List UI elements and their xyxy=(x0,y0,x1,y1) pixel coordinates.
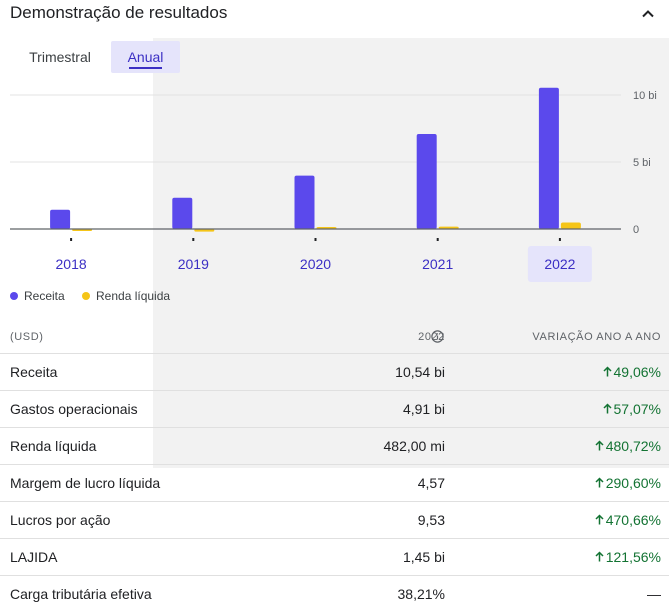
revenue-chart: 0 5 bi 10 bi 2018 2019 2020 2021 2022 xyxy=(10,87,657,282)
table-row: Carga tributária efetiva 38,21% — xyxy=(0,575,669,603)
tab-anual-label: Anual xyxy=(127,49,164,65)
table-row: Gastos operacionais 4,91 bi 57,07% xyxy=(0,390,669,427)
receita-bar[interactable] xyxy=(172,197,193,229)
row-label: Carga tributária efetiva xyxy=(10,586,152,602)
x-tick-label[interactable]: 2018 xyxy=(56,256,87,272)
row-change: 57,07% xyxy=(602,401,661,417)
arrow-up-icon xyxy=(595,549,604,565)
chevron-up-icon[interactable] xyxy=(639,5,657,23)
arrow-up-icon xyxy=(602,401,612,417)
renda-liquida-bar[interactable] xyxy=(194,229,215,232)
x-tick-mark xyxy=(558,238,561,241)
row-value: 4,57 xyxy=(417,475,445,491)
selected-year-highlight xyxy=(527,246,592,282)
row-change: 121,56% xyxy=(595,549,661,565)
receita-bar[interactable] xyxy=(294,175,315,229)
receita-bar[interactable] xyxy=(50,209,71,229)
x-tick-mark xyxy=(192,238,195,241)
row-value: 10,54 bi xyxy=(395,364,445,380)
y-tick-label: 0 xyxy=(633,224,639,236)
x-tick-label[interactable]: 2021 xyxy=(422,256,453,272)
receita-bar[interactable] xyxy=(416,133,437,229)
row-change-text: 49,06% xyxy=(613,364,661,380)
table-row: Renda líquida 482,00 mi 480,72% xyxy=(0,427,669,464)
table-row: LAJIDA 1,45 bi 121,56% xyxy=(0,538,669,575)
legend-item-receita: Receita xyxy=(10,289,65,303)
table-header: (USD) 2022 VARIAÇÃO ANO A ANO xyxy=(0,322,669,353)
table-row: Receita 10,54 bi 49,06% xyxy=(0,353,669,390)
row-label: Receita xyxy=(10,364,58,380)
row-label: LAJIDA xyxy=(10,549,58,565)
section-title: Demonstração de resultados xyxy=(10,3,228,22)
row-value: 38,21% xyxy=(397,586,445,602)
row-value: 9,53 xyxy=(417,512,445,528)
renda-liquida-bar[interactable] xyxy=(438,226,459,229)
table-row: Margem de lucro líquida 4,57 290,60% xyxy=(0,464,669,501)
x-tick-label[interactable]: 2020 xyxy=(300,256,331,272)
legend-dot-renda-liquida xyxy=(82,292,90,300)
x-tick-mark xyxy=(436,238,439,241)
row-value: 482,00 mi xyxy=(383,438,445,454)
info-icon[interactable] xyxy=(431,330,444,343)
tab-trimestral[interactable]: Trimestral xyxy=(29,49,91,65)
tab-selected-indicator xyxy=(129,67,162,69)
change-header: VARIAÇÃO ANO A ANO xyxy=(532,331,661,343)
row-label: Lucros por ação xyxy=(10,512,111,528)
row-change: 290,60% xyxy=(595,475,661,491)
y-tick-label: 10 bi xyxy=(633,90,657,102)
row-change: 480,72% xyxy=(595,438,661,454)
currency-header: (USD) xyxy=(10,331,44,343)
arrow-up-icon xyxy=(595,512,604,528)
row-label: Renda líquida xyxy=(10,438,97,454)
legend-dot-receita xyxy=(10,292,18,300)
row-change-text: 480,72% xyxy=(605,438,661,454)
legend-item-renda-liquida: Renda líquida xyxy=(82,289,170,303)
arrow-up-icon xyxy=(595,438,604,454)
row-change-text: 121,56% xyxy=(605,549,661,565)
renda-liquida-bar[interactable] xyxy=(560,222,581,229)
row-change-text: 470,66% xyxy=(605,512,661,528)
legend-label-renda-liquida: Renda líquida xyxy=(96,289,171,303)
row-change-text: 57,07% xyxy=(613,401,661,417)
receita-bar[interactable] xyxy=(538,87,559,229)
row-change: — xyxy=(647,586,661,602)
row-value: 1,45 bi xyxy=(402,549,445,565)
x-tick-label[interactable]: 2022 xyxy=(544,256,575,272)
x-tick-mark xyxy=(70,238,73,241)
row-change-text: — xyxy=(647,586,661,602)
table-row: Lucros por ação 9,53 470,66% xyxy=(0,501,669,538)
x-tick-label[interactable]: 2019 xyxy=(178,256,209,272)
row-value: 4,91 bi xyxy=(402,401,445,417)
row-change-text: 290,60% xyxy=(605,475,661,491)
y-tick-label: 5 bi xyxy=(633,157,651,169)
row-label: Margem de lucro líquida xyxy=(10,475,161,491)
tab-anual[interactable]: Anual xyxy=(111,41,180,73)
legend-label-receita: Receita xyxy=(24,289,65,303)
row-label: Gastos operacionais xyxy=(10,401,138,417)
x-tick-mark xyxy=(314,238,317,241)
arrow-up-icon xyxy=(602,364,612,380)
section-header: Demonstração de resultados xyxy=(0,0,669,30)
row-change: 470,66% xyxy=(595,512,661,528)
row-change: 49,06% xyxy=(602,364,661,380)
arrow-up-icon xyxy=(595,475,604,491)
financials-table: (USD) 2022 VARIAÇÃO ANO A ANO Receita 10,… xyxy=(0,322,669,603)
